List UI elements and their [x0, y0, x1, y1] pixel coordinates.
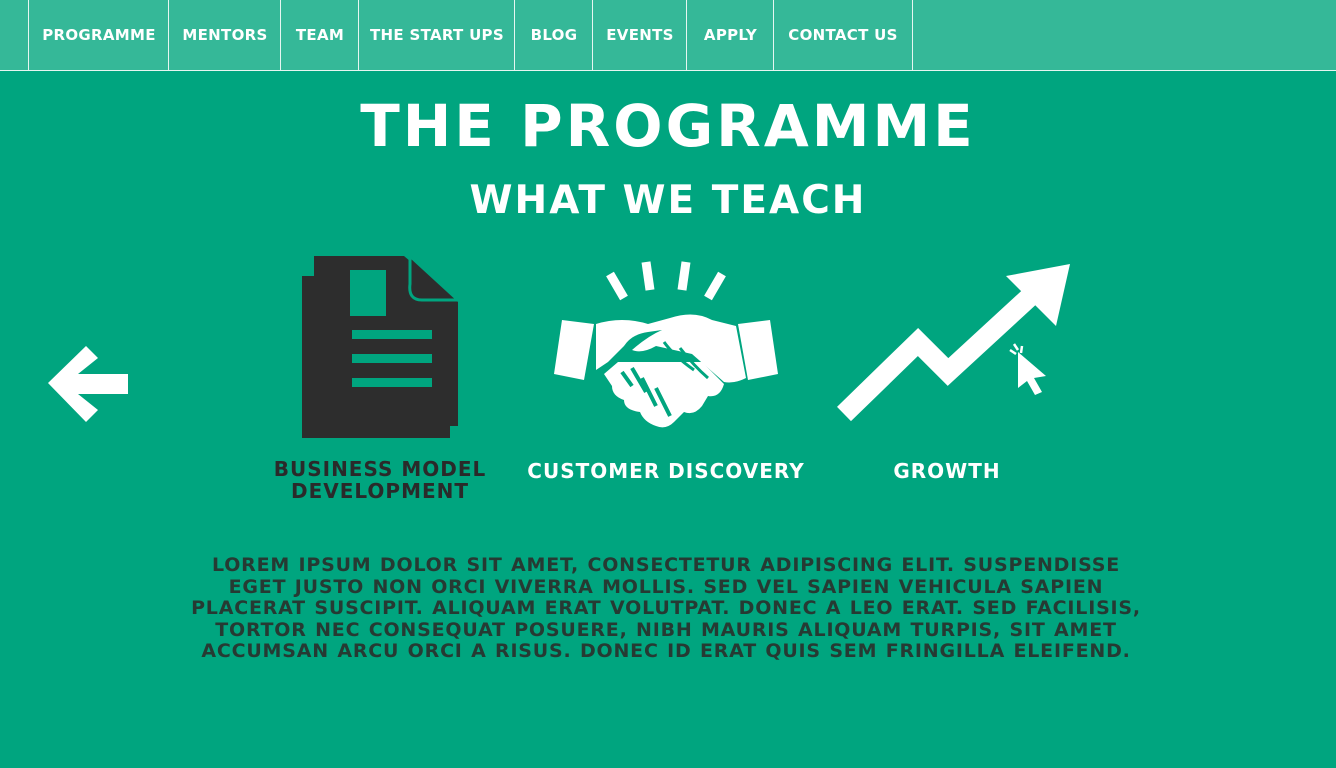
top-navigation-bar: PROGRAMME MENTORS TEAM THE START UPS BLO… — [0, 0, 1336, 71]
page-subtitle: WHAT WE TEACH — [469, 178, 867, 223]
nav-item-events[interactable]: EVENTS — [592, 0, 687, 70]
page-title: THE PROGRAMME — [360, 92, 976, 160]
nav-item-contact-us[interactable]: CONTACT US — [773, 0, 913, 70]
document-icon — [300, 252, 462, 440]
growth-arrow-icon — [832, 262, 1072, 428]
nav-item-programme[interactable]: PROGRAMME — [28, 0, 169, 70]
nav-item-apply[interactable]: APPLY — [686, 0, 774, 70]
nav-item-team[interactable]: TEAM — [280, 0, 359, 70]
nav-item-start-ups[interactable]: THE START UPS — [358, 0, 515, 70]
feature-label-customer-discovery: CUSTOMER DISCOVERY — [527, 459, 805, 483]
arrow-left-icon[interactable] — [46, 344, 130, 424]
programme-description: LOREM IPSUM DOLOR SIT AMET, CONSECTETUR … — [191, 554, 1141, 662]
nav-item-blog[interactable]: BLOG — [514, 0, 593, 70]
feature-label-growth: GROWTH — [893, 459, 1001, 483]
feature-label-business-model: BUSINESS MODEL DEVELOPMENT — [273, 457, 487, 503]
handshake-icon — [552, 260, 780, 432]
nav-item-mentors[interactable]: MENTORS — [168, 0, 281, 70]
